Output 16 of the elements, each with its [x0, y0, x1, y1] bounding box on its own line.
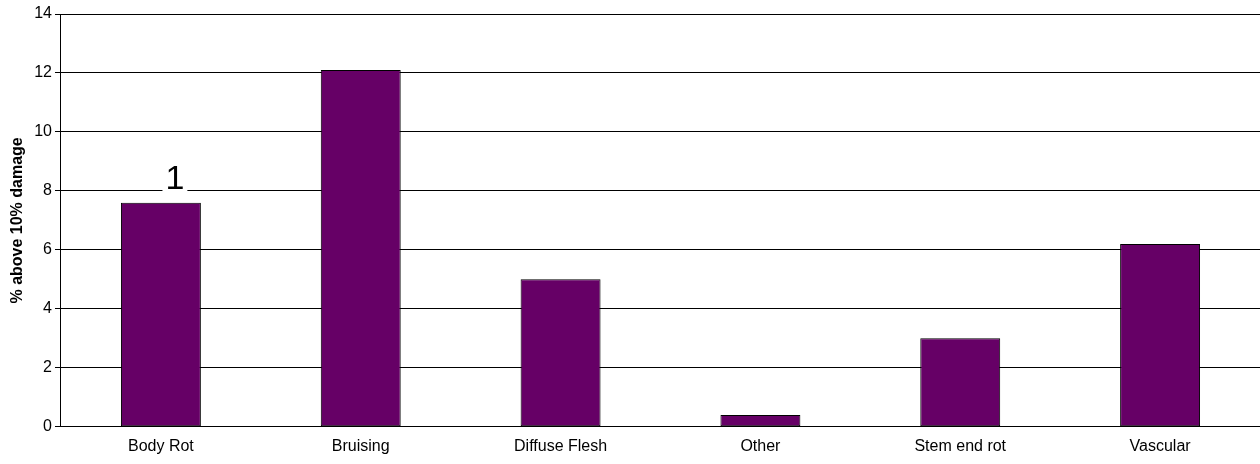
x-tick-label: Stem end rot	[914, 436, 1007, 454]
x-tick-label: Bruising	[331, 436, 390, 454]
y-axis-title: % above 10% damage	[8, 137, 26, 304]
annotation: 1	[165, 158, 185, 197]
y-tick-label: 2	[43, 358, 53, 376]
y-tick-label: 8	[43, 181, 53, 199]
x-tick-label: Other	[740, 436, 782, 454]
y-tick-label: 14	[34, 4, 53, 22]
y-tick-label: 6	[43, 240, 53, 258]
y-tick-label: 12	[34, 63, 53, 81]
y-tick-label: 4	[43, 299, 53, 317]
x-tick-label: Body Rot	[128, 436, 195, 454]
x-tick-label: Vascular	[1129, 436, 1192, 454]
x-tick-label: Diffuse Flesh	[514, 436, 608, 454]
y-tick-label: 10	[34, 122, 53, 140]
y-tick-label: 0	[43, 417, 53, 435]
